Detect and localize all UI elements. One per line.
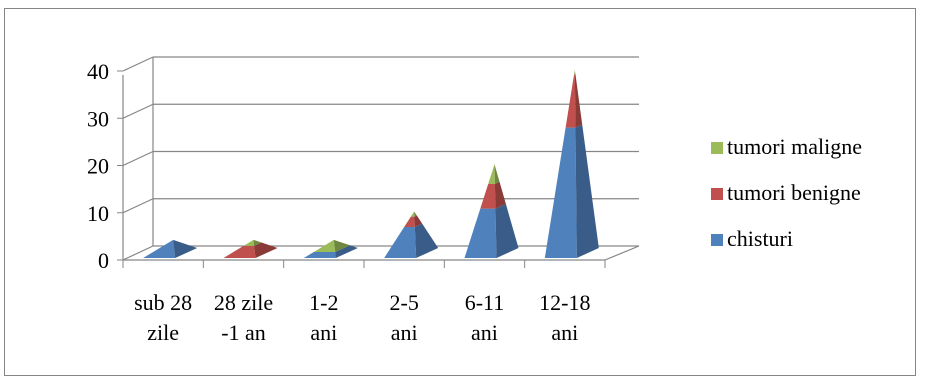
pyramid-segment-tumori-maligne <box>243 239 255 246</box>
pyramid-segment-side-tumori-maligne <box>253 239 262 246</box>
pyramid-segment-tumori-benigne <box>480 183 496 209</box>
pyramid-segment-side-tumori-maligne <box>494 164 500 184</box>
gridline-side <box>122 198 154 214</box>
y-tick-label: 0 <box>98 248 109 273</box>
y-tick-label: 10 <box>87 201 109 226</box>
pyramid-segment-side-chisturi <box>173 239 198 258</box>
pyramid-segment-side-tumori-benigne <box>574 74 583 128</box>
pyramid-segment-tumori-maligne <box>488 164 495 184</box>
gridlines <box>122 56 639 261</box>
pyramid-segment-chisturi <box>303 251 336 258</box>
pyramid-segment-tumori-benigne <box>565 74 576 128</box>
pyramid-segment-chisturi <box>544 127 577 259</box>
category-label: 1-2 ani <box>309 290 338 345</box>
chart-frame: 0 10 20 30 40 sub 28 zile 28 zile -1 an 1-2 ani 2-… <box>4 8 916 376</box>
pyramid-segment-chisturi <box>384 226 417 258</box>
gridline-side <box>122 150 154 167</box>
pyramid-segment-side-tumori-maligne <box>574 69 576 75</box>
pyramid-segment-side-tumori-maligne <box>333 239 350 252</box>
y-tick-labels: 0 10 20 30 40 <box>87 59 109 273</box>
gridline-side <box>122 56 154 72</box>
y-tick-label: 30 <box>87 106 109 131</box>
legend-label: tumori maligne <box>727 134 862 159</box>
category-label: sub 28 zile <box>134 290 192 345</box>
pyramid-segment-tumori-maligne <box>313 239 336 252</box>
pyramid-segment-side-tumori-maligne <box>414 211 417 217</box>
pyramid-segment-side-chisturi <box>335 245 358 258</box>
legend-swatch <box>711 234 723 246</box>
legend: tumori maligne tumori benigne chisturi <box>711 134 862 251</box>
pyramid-segment-tumori-maligne <box>574 69 575 75</box>
pyramid-segment-side-tumori-benigne <box>494 181 506 209</box>
pyramid-segment-chisturi <box>464 208 497 258</box>
category-label: 2-5 ani <box>390 290 419 345</box>
axes <box>117 57 640 268</box>
pyramid-segment-tumori-benigne <box>223 245 256 258</box>
legend-swatch <box>711 142 723 154</box>
pyramid-segment-side-tumori-benigne <box>254 242 278 258</box>
legend-label: chisturi <box>727 226 793 251</box>
legend-label: tumori benigne <box>727 180 861 205</box>
pyramid-segment-tumori-maligne <box>410 211 415 217</box>
gridline-side <box>122 245 154 261</box>
category-label: 28 zile -1 an <box>214 290 273 345</box>
gridline-side <box>122 103 154 119</box>
pyramid-segment-side-chisturi <box>495 203 519 258</box>
chart-svg: 0 10 20 30 40 sub 28 zile 28 zile -1 an 1-2 ani 2-… <box>87 56 862 345</box>
y-tick-label: 40 <box>87 59 109 84</box>
pyramid-segment-side-tumori-benigne <box>414 215 423 227</box>
category-label: 6-11 ani <box>465 290 505 345</box>
pyramid-segment-chisturi <box>143 239 176 258</box>
pyramid-segment-tumori-benigne <box>404 216 415 227</box>
category-labels: sub 28 zile 28 zile -1 an 1-2 ani 2-5 ani 6-11 an… <box>134 290 590 345</box>
category-label: 12-18 ani <box>539 290 590 345</box>
floor-edge <box>604 245 640 261</box>
y-tick-label: 20 <box>87 154 109 179</box>
pyramid-segment-side-chisturi <box>414 223 439 258</box>
legend-swatch <box>711 188 723 200</box>
pyramids <box>143 69 599 259</box>
pyramid-segment-side-chisturi <box>575 124 599 258</box>
